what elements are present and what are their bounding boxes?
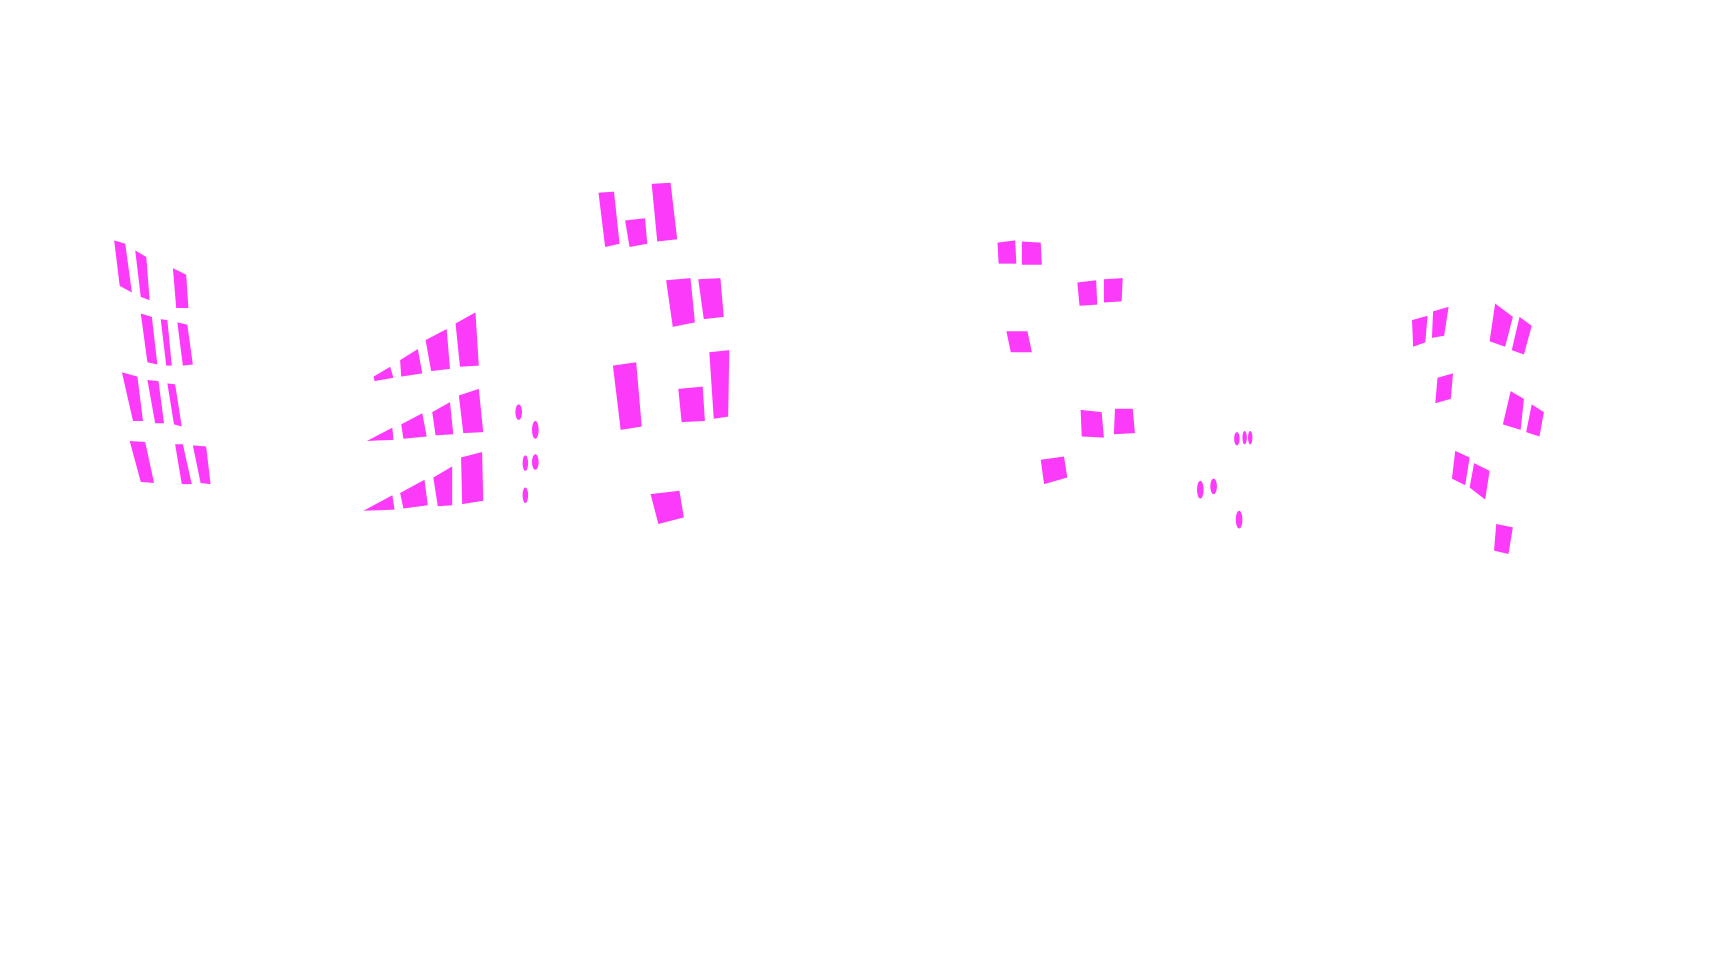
window-mask-region <box>532 454 539 470</box>
window-mask-region <box>709 350 730 419</box>
window-mask-region <box>160 319 172 366</box>
window-mask-region <box>425 329 450 372</box>
window-mask-region <box>461 452 484 505</box>
window-mask-region <box>678 386 705 423</box>
window-mask-region <box>192 445 211 485</box>
window-mask-region <box>698 278 724 320</box>
window-mask-region <box>121 372 143 421</box>
window-mask-region <box>522 455 529 471</box>
window-mask-region <box>129 440 155 484</box>
window-mask-region <box>373 366 394 382</box>
window-mask-region <box>1006 331 1032 353</box>
window-mask-region <box>114 240 132 293</box>
window-mask-region <box>433 466 453 507</box>
window-mask-region <box>625 218 648 248</box>
window-mask-region <box>135 250 150 301</box>
window-mask-region <box>1113 408 1135 435</box>
window-mask-region <box>651 182 678 242</box>
window-mask-region <box>366 427 394 441</box>
window-mask-region <box>400 348 423 377</box>
window-mask-region <box>515 404 523 420</box>
window-mask-region <box>1431 306 1449 338</box>
window-mask-region <box>598 191 620 248</box>
window-mask-region <box>1103 278 1123 303</box>
window-mask-region <box>1080 409 1104 438</box>
window-mask-region <box>140 313 158 365</box>
window-mask-region <box>147 380 165 424</box>
window-mask-region <box>997 240 1017 264</box>
window-mask-region <box>1021 241 1042 265</box>
window-mask-region <box>1494 524 1513 554</box>
window-mask-region <box>1412 315 1428 347</box>
window-mask-region <box>455 312 479 367</box>
window-mask-region <box>1077 280 1098 306</box>
window-mask-region <box>1511 316 1532 355</box>
window-mask-region <box>172 268 189 308</box>
window-mask-region <box>401 413 427 439</box>
window-mask-region <box>1235 510 1243 529</box>
window-mask-region <box>532 420 539 439</box>
window-mask-region <box>1502 391 1524 430</box>
window-mask-region <box>1489 303 1513 347</box>
window-mask-region <box>1451 450 1470 486</box>
window-mask-region <box>1234 432 1240 446</box>
window-mask-region <box>363 495 395 511</box>
window-mask-region <box>432 402 454 436</box>
window-mask-region <box>1197 480 1204 499</box>
window-mask-region <box>1435 373 1454 404</box>
window-mask-region <box>167 383 182 427</box>
window-mask-region <box>1526 404 1544 437</box>
window-mask-region <box>612 362 642 430</box>
window-mask-region <box>175 444 192 485</box>
window-mask-region <box>458 388 484 434</box>
window-mask-region <box>522 487 529 503</box>
window-mask-region <box>1242 430 1247 445</box>
window-mask-region <box>666 278 695 327</box>
window-mask-region <box>1247 430 1253 445</box>
window-mask-region <box>400 479 428 509</box>
window-mask-region <box>1210 478 1217 495</box>
window-mask-region <box>1469 463 1490 500</box>
window-mask-region <box>650 490 684 525</box>
window-mask-region <box>1040 456 1068 485</box>
window-mask-region <box>177 322 193 366</box>
